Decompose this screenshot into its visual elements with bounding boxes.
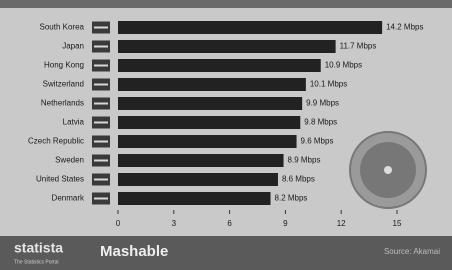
bar xyxy=(118,154,284,167)
chart: statista The Statistics Portal Mashable … xyxy=(0,0,452,270)
value-label: 11.7 Mbps xyxy=(340,42,377,51)
bar xyxy=(118,40,336,53)
y-tick-label: Sweden xyxy=(55,156,84,165)
y-tick-label: Czech Republic xyxy=(28,137,84,146)
bar xyxy=(118,192,271,205)
y-tick-label: United States xyxy=(36,175,84,184)
bar xyxy=(118,21,382,34)
bar xyxy=(118,173,278,186)
bar xyxy=(118,78,306,91)
x-tick-label: 12 xyxy=(337,219,346,228)
bar xyxy=(118,116,300,129)
flag-stripe xyxy=(94,179,108,181)
flag-stripe xyxy=(94,84,108,86)
value-label: 10.1 Mbps xyxy=(310,80,347,89)
x-tick-label: 0 xyxy=(116,219,121,228)
value-label: 9.9 Mbps xyxy=(306,99,339,108)
bar xyxy=(118,135,297,148)
flag-stripe xyxy=(94,103,108,105)
y-tick-label: Switzerland xyxy=(43,80,84,89)
value-label: 8.2 Mbps xyxy=(275,194,308,203)
value-label: 8.9 Mbps xyxy=(288,156,321,165)
flag-stripe xyxy=(94,160,108,162)
bar xyxy=(118,59,321,72)
flag-stripe xyxy=(94,198,108,200)
flag-stripe xyxy=(94,141,108,143)
source: Source: Akamai xyxy=(384,247,440,256)
top-strip xyxy=(0,0,452,8)
page: statista The Statistics Portal Mashable … xyxy=(0,0,452,270)
y-tick-label: Denmark xyxy=(52,194,85,203)
y-tick-label: South Korea xyxy=(40,23,85,32)
y-tick-label: Netherlands xyxy=(41,99,84,108)
x-tick-label: 6 xyxy=(227,219,232,228)
value-label: 9.8 Mbps xyxy=(304,118,337,127)
gauge xyxy=(350,132,426,208)
bar xyxy=(118,97,302,110)
value-label: 14.2 Mbps xyxy=(386,23,423,32)
y-tick-label: Latvia xyxy=(63,118,85,127)
y-tick-label: Hong Kong xyxy=(44,61,84,70)
flag-stripe xyxy=(94,27,108,29)
tagline: The Statistics Portal xyxy=(14,259,58,265)
flag-stripe xyxy=(94,122,108,124)
y-tick-label: Japan xyxy=(62,42,84,51)
brand: statista xyxy=(14,240,63,256)
value-label: 10.9 Mbps xyxy=(325,61,362,70)
flag-stripe xyxy=(94,46,108,48)
x-tick-label: 3 xyxy=(172,219,177,228)
value-label: 9.6 Mbps xyxy=(301,137,334,146)
x-tick-label: 9 xyxy=(283,219,288,228)
x-tick-label: 15 xyxy=(393,219,402,228)
value-label: 8.6 Mbps xyxy=(282,175,315,184)
publisher: Mashable xyxy=(100,243,168,260)
flag-stripe xyxy=(94,65,108,67)
